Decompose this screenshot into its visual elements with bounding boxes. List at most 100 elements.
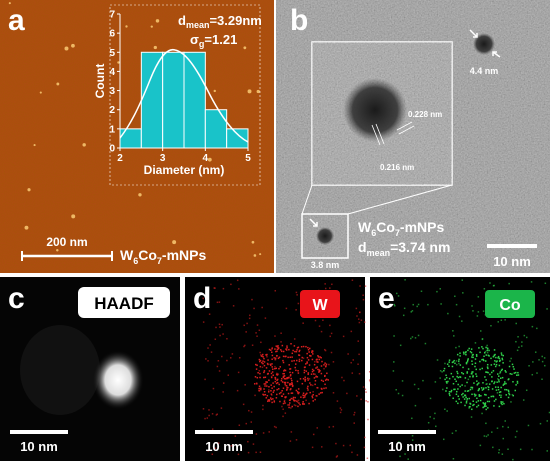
signal-dot bbox=[210, 351, 213, 353]
signal-dot bbox=[308, 402, 310, 405]
signal-dot bbox=[512, 394, 515, 397]
signal-dot bbox=[477, 296, 480, 298]
signal-dot bbox=[297, 302, 300, 305]
signal-dot bbox=[258, 389, 260, 392]
signal-dot bbox=[283, 372, 285, 375]
signal-dot bbox=[285, 355, 287, 358]
signal-dot bbox=[321, 391, 323, 394]
signal-dot bbox=[221, 355, 223, 358]
signal-dot bbox=[342, 444, 345, 447]
signal-dot bbox=[501, 403, 503, 406]
signal-dot bbox=[485, 435, 488, 438]
signal-dot bbox=[256, 335, 258, 337]
signal-dot bbox=[216, 301, 219, 304]
signal-dot bbox=[500, 319, 503, 322]
arrows bbox=[469, 29, 501, 58]
signal-dot bbox=[496, 373, 499, 375]
signal-dot bbox=[472, 404, 474, 407]
signal-dot bbox=[459, 364, 462, 366]
histogram: 0 1 2 3 4 5 6 7 2 3 4 5 Diameter (nm) Count bbox=[93, 10, 251, 178]
signal-dot bbox=[306, 387, 309, 389]
signal-dot bbox=[316, 366, 318, 368]
signal-dot bbox=[304, 379, 306, 381]
signal-dot bbox=[482, 388, 485, 390]
signal-dot bbox=[513, 372, 516, 374]
signal-dot bbox=[478, 347, 480, 349]
signal-dot bbox=[306, 352, 308, 355]
particle-dot bbox=[71, 43, 75, 48]
signal-dot bbox=[486, 351, 489, 354]
signal-dot bbox=[246, 322, 248, 325]
signal-dot bbox=[267, 359, 269, 361]
signal-dot bbox=[507, 390, 510, 393]
signal-dot bbox=[262, 356, 264, 358]
signal-dot bbox=[276, 379, 278, 382]
signal-dot bbox=[261, 361, 263, 364]
signal-dot bbox=[489, 373, 491, 376]
signal-dot bbox=[458, 345, 460, 348]
signal-dot bbox=[312, 373, 315, 375]
signal-dot bbox=[490, 364, 493, 366]
signal-dot bbox=[247, 451, 250, 454]
signal-dot bbox=[515, 340, 517, 343]
signal-dot bbox=[510, 357, 512, 360]
signal-dot bbox=[302, 394, 305, 397]
signal-dot bbox=[399, 344, 402, 347]
x-tick-label: 2 bbox=[117, 153, 123, 164]
signal-dot bbox=[277, 357, 280, 360]
signal-dot bbox=[501, 376, 504, 379]
signal-dot bbox=[501, 358, 504, 361]
signal-dot bbox=[221, 323, 223, 326]
signal-dot bbox=[471, 371, 473, 373]
signal-dot bbox=[263, 383, 266, 385]
signal-dot bbox=[482, 359, 485, 362]
signal-dot bbox=[492, 446, 494, 449]
signal-dot bbox=[493, 349, 496, 351]
signal-dot bbox=[259, 451, 262, 453]
signal-dot bbox=[311, 350, 313, 352]
signal-dot bbox=[476, 384, 479, 386]
signal-dot bbox=[460, 401, 462, 404]
signal-dot bbox=[343, 379, 345, 382]
signal-dot bbox=[325, 387, 327, 389]
signal-dot bbox=[323, 387, 325, 390]
signal-dot bbox=[493, 400, 496, 402]
signal-dot bbox=[485, 379, 487, 381]
signal-dot bbox=[468, 347, 470, 350]
signal-dot bbox=[416, 305, 418, 308]
signal-dot bbox=[317, 368, 319, 371]
signal-dot bbox=[492, 355, 495, 358]
signal-dot bbox=[484, 376, 486, 378]
signal-dot bbox=[457, 360, 460, 362]
signal-dot bbox=[493, 381, 496, 383]
signal-dot bbox=[312, 433, 315, 436]
signal-dot bbox=[429, 397, 432, 400]
signal-dot bbox=[493, 382, 495, 385]
panel-e: e Co 10 nm bbox=[370, 277, 550, 461]
signal-dot bbox=[293, 399, 295, 401]
signal-dot bbox=[297, 392, 299, 394]
signal-dot bbox=[518, 346, 520, 349]
signal-dot bbox=[317, 356, 320, 358]
signal-dot bbox=[396, 444, 398, 446]
signal-dot bbox=[299, 378, 302, 380]
signal-dot bbox=[255, 363, 257, 366]
signal-dot bbox=[495, 363, 498, 366]
signal-dot bbox=[499, 371, 502, 373]
signal-dot bbox=[487, 386, 490, 389]
signal-dot bbox=[311, 368, 314, 371]
signal-dot bbox=[470, 416, 473, 418]
signal-dot bbox=[298, 350, 300, 353]
sample-label: W6Co7-mNPs bbox=[120, 247, 206, 266]
background-shade bbox=[20, 325, 100, 415]
zoom-box bbox=[301, 213, 349, 259]
signal-dot bbox=[316, 395, 318, 397]
signal-dot bbox=[471, 356, 473, 358]
signal-dot bbox=[488, 355, 490, 357]
signal-dot bbox=[481, 389, 484, 391]
signal-dot bbox=[462, 373, 465, 375]
signal-dot bbox=[298, 391, 300, 394]
signal-dot bbox=[290, 383, 293, 386]
signal-dot bbox=[309, 354, 311, 357]
signal-dot bbox=[467, 390, 470, 392]
